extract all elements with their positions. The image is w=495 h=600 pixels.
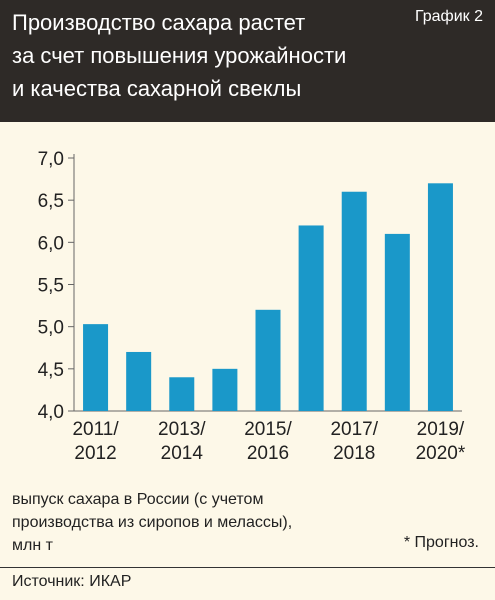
bar	[384, 233, 410, 411]
source-note: Источник: ИКАР	[12, 573, 132, 590]
y-tick-label: 5,0	[38, 318, 64, 339]
title-line-1: Производство сахара растет	[12, 10, 306, 35]
bar	[298, 225, 324, 411]
x-category-label-line: 2019/	[417, 419, 465, 440]
bar-chart: 4,04,55,05,56,06,57,02011/20122013/20142…	[38, 149, 466, 464]
y-tick-label: 5,5	[38, 276, 64, 297]
header: Производство сахара растет за счет повыш…	[0, 0, 495, 122]
title-line-3: и качества сахарной свеклы	[12, 76, 302, 101]
y-tick-label: 6,5	[38, 191, 64, 212]
bar	[169, 377, 195, 411]
y-tick-label: 4,5	[38, 360, 64, 381]
chart-title: Производство сахара растет за счет повыш…	[12, 6, 392, 105]
bar	[83, 324, 109, 411]
chart-number-tag: График 2	[414, 8, 483, 25]
x-category-label-line: 2020*	[416, 443, 466, 464]
x-category-label: 2011/2012	[72, 419, 119, 464]
unit-line-3: млн т	[12, 537, 53, 554]
y-tick-label: 4,0	[38, 402, 64, 423]
x-category-label: 2015/2016	[244, 419, 292, 464]
unit-note: выпуск сахара в России (с учетом произво…	[12, 488, 392, 557]
bar	[212, 368, 238, 411]
x-category-label-line: 2012	[74, 443, 116, 464]
bar	[255, 309, 281, 411]
x-category-label-line: 2016	[247, 443, 289, 464]
x-category-label-line: 2018	[333, 443, 375, 464]
divider	[0, 567, 495, 568]
bar	[126, 351, 152, 411]
x-category-label: 2013/2014	[158, 419, 206, 464]
x-category-label-line: 2011/	[72, 419, 119, 440]
x-category-label-line: 2015/	[244, 419, 292, 440]
y-tick-label: 7,0	[38, 149, 64, 170]
x-category-label-line: 2013/	[158, 419, 206, 440]
x-category-label-line: 2017/	[330, 419, 378, 440]
bar	[427, 183, 453, 411]
unit-line-2: производства из сиропов и мелассы),	[12, 514, 293, 531]
x-category-label: 2019/2020*	[416, 419, 466, 464]
y-tick-label: 6,0	[38, 233, 64, 254]
forecast-note: * Прогноз.	[403, 534, 479, 551]
bar	[341, 191, 367, 411]
x-category-label: 2017/2018	[330, 419, 378, 464]
title-line-2: за счет повышения урожайности	[12, 43, 347, 68]
unit-line-1: выпуск сахара в России (с учетом	[12, 491, 264, 508]
x-category-label-line: 2014	[161, 443, 204, 464]
